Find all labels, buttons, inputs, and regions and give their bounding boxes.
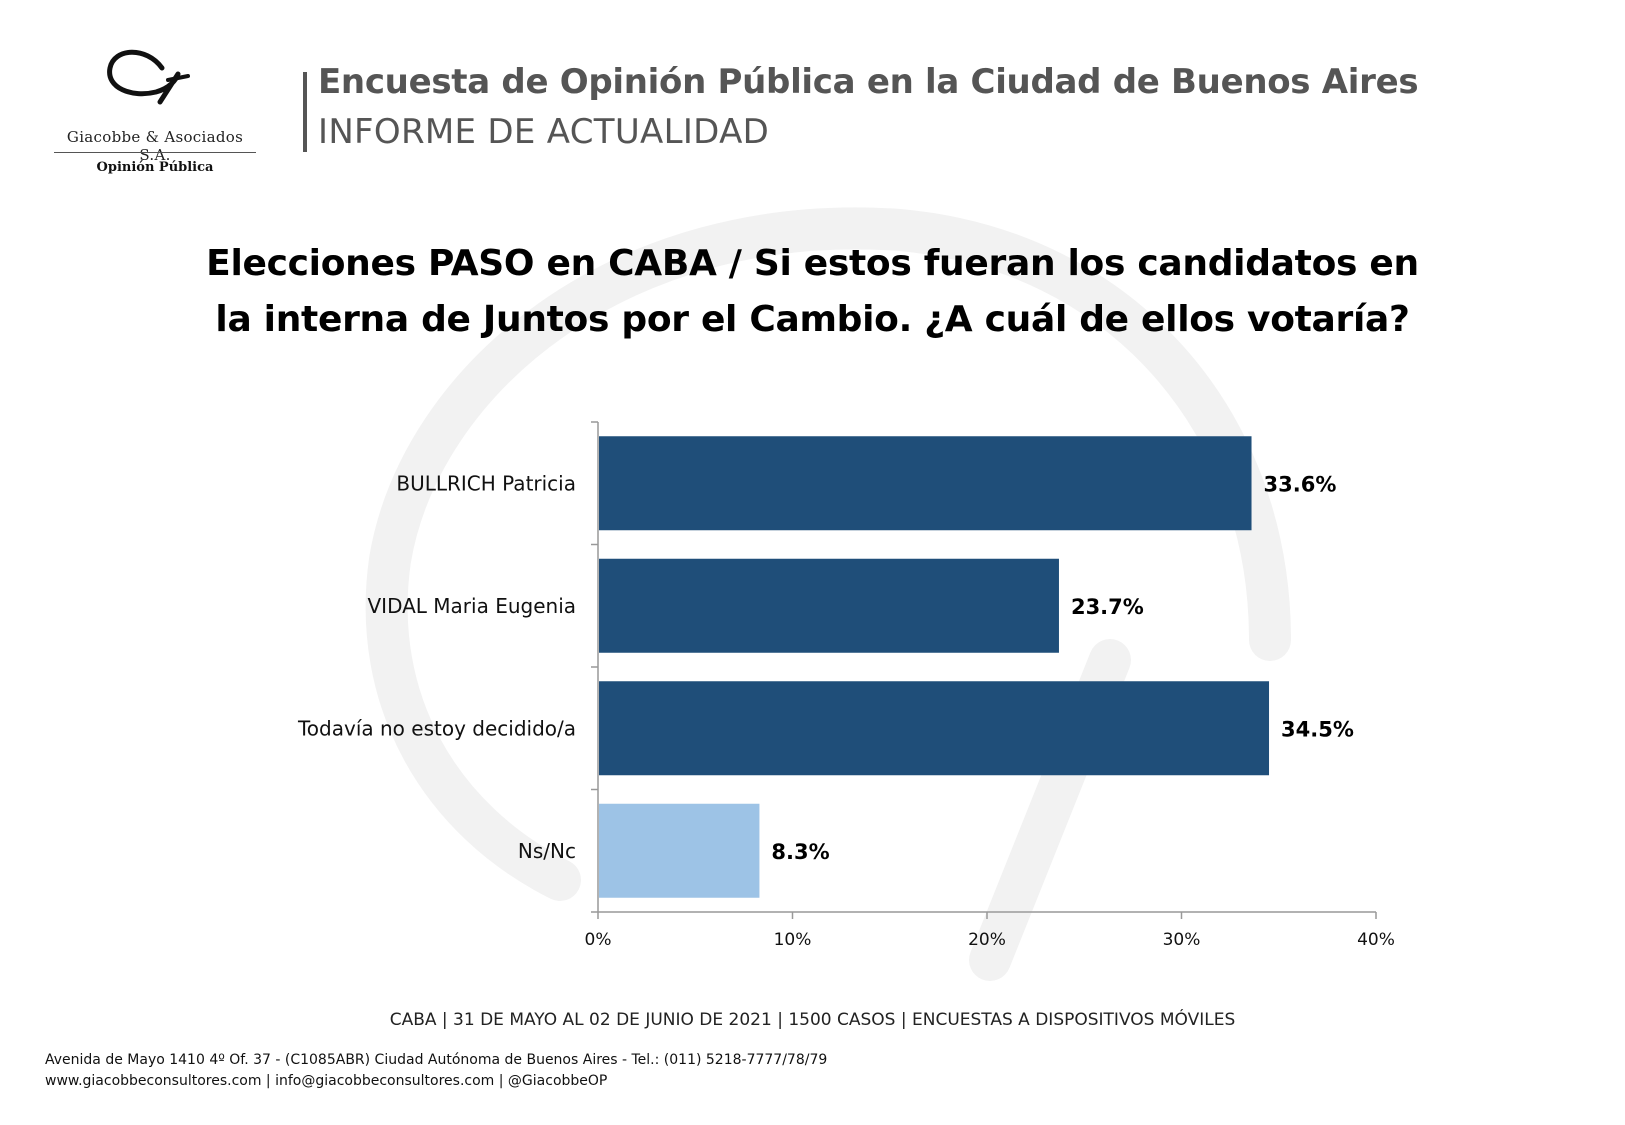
question-line-1: Elecciones PASO en CABA / Si estos fuera…: [206, 243, 1419, 284]
question-title: Elecciones PASO en CABA / Si estos fuera…: [150, 236, 1475, 348]
footer-contact: www.giacobbeconsultores.com | info@giaco…: [45, 1073, 608, 1089]
bar: [599, 803, 760, 898]
question-line-2: la interna de Juntos por el Cambio. ¿A c…: [215, 299, 1410, 340]
footer-address: Avenida de Mayo 1410 4º Of. 37 - (C1085A…: [45, 1052, 828, 1068]
logo-company-name: Giacobbe & Asociados S.A.: [66, 128, 244, 164]
x-tick-label: 20%: [968, 930, 1006, 950]
data-label: 33.6%: [1264, 472, 1337, 496]
category-label: Todavía no estoy decidido/a: [297, 716, 576, 740]
logo-divider: [54, 152, 256, 153]
x-tick-label: 0%: [585, 930, 612, 950]
company-logo: Giacobbe & Asociados S.A. Opinión Públic…: [50, 40, 260, 190]
bar: [599, 681, 1270, 776]
logo-swoosh-icon: [107, 49, 190, 105]
category-label: VIDAL Maria Eugenia: [367, 594, 576, 618]
survey-metadata: CABA | 31 DE MAYO AL 02 DE JUNIO DE 2021…: [389, 1010, 1236, 1030]
category-label: Ns/Nc: [518, 839, 576, 863]
bar: [599, 436, 1252, 531]
x-tick-label: 30%: [1163, 930, 1201, 950]
data-label: 34.5%: [1281, 717, 1354, 741]
logo-subtitle: Opinión Pública: [96, 160, 214, 175]
data-label: 23.7%: [1071, 595, 1144, 619]
x-tick-label: 10%: [774, 930, 812, 950]
bar: [599, 558, 1059, 653]
header-divider: [303, 72, 307, 152]
data-label: 8.3%: [771, 840, 829, 864]
footer-contact-block: Avenida de Mayo 1410 4º Of. 37 - (C1085A…: [45, 1050, 827, 1092]
x-tick-label: 40%: [1357, 930, 1395, 950]
header-subtitle: INFORME DE ACTUALIDAD: [318, 112, 770, 152]
category-label: BULLRICH Patricia: [396, 471, 576, 495]
header-title: Encuesta de Opinión Pública en la Ciudad…: [318, 62, 1419, 102]
